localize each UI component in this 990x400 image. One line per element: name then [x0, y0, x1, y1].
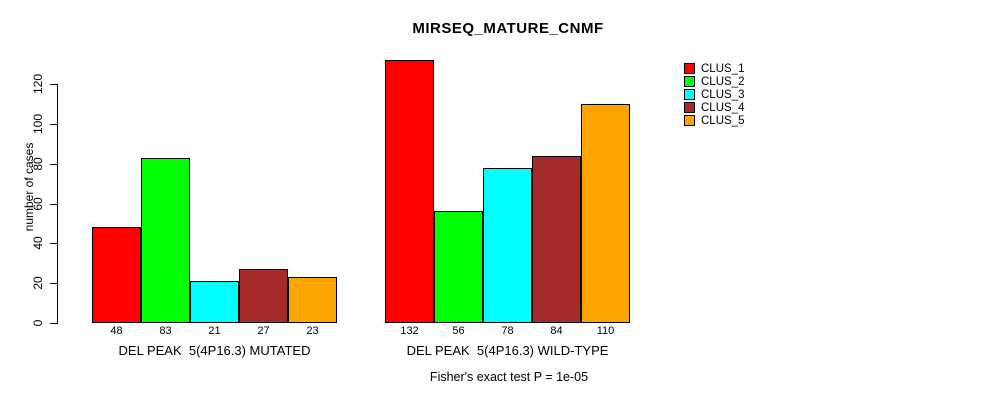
legend-swatch-icon: [684, 76, 695, 87]
y-axis-tick-label: 40: [31, 236, 45, 251]
y-axis-tick: [50, 84, 57, 85]
y-axis-tick: [50, 243, 57, 245]
bar-value-label: 84: [550, 325, 563, 337]
legend-row: CLUS_3: [684, 88, 744, 101]
legend-row: CLUS_1: [684, 62, 744, 75]
y-axis-tick: [50, 163, 57, 165]
legend-label: CLUS_5: [701, 114, 745, 127]
y-axis-tick: [50, 123, 57, 125]
bar: [581, 103, 630, 323]
legend-label: CLUS_3: [701, 88, 745, 101]
legend-swatch-icon: [684, 63, 695, 74]
legend-label: CLUS_1: [701, 62, 745, 75]
bar-value-label: 23: [306, 325, 319, 337]
legend-label: CLUS_4: [701, 101, 745, 114]
legend-label: CLUS_2: [701, 75, 745, 88]
y-axis-tick: [50, 203, 57, 205]
bar: [434, 211, 483, 323]
bar: [288, 277, 337, 323]
caption: Fisher's exact test P = 1e-05: [429, 370, 589, 384]
legend: CLUS_1 CLUS_2 CLUS_3 CLUS_4 CLUS_5: [684, 62, 744, 127]
bar: [239, 269, 288, 323]
legend-swatch-icon: [684, 115, 695, 126]
bar-value-label: 48: [110, 325, 123, 337]
bar-value-label: 27: [257, 325, 270, 337]
y-axis-tick-label: 120: [31, 73, 45, 95]
group-label: DEL PEAK 5(4P16.3) WILD-TYPE: [406, 343, 609, 358]
legend-row: CLUS_5: [684, 114, 744, 127]
bar: [385, 60, 434, 323]
y-axis-tick-label: 80: [31, 156, 45, 171]
y-axis-line: [57, 84, 58, 324]
y-axis-label: number of cases: [22, 142, 36, 232]
legend-swatch-icon: [684, 89, 695, 100]
bar: [92, 227, 141, 323]
bar-value-label: 21: [208, 325, 221, 337]
chart-title: MIRSEQ_MATURE_CNMF: [412, 20, 604, 37]
y-axis-tick-label: 60: [31, 196, 45, 211]
group-label: DEL PEAK 5(4P16.3) MUTATED: [118, 343, 311, 358]
legend-swatch-icon: [684, 102, 695, 113]
y-axis-tick-label: 20: [31, 276, 45, 290]
bar: [190, 281, 239, 323]
y-axis-tick-label: 0: [31, 319, 45, 327]
y-axis-tick: [50, 323, 57, 324]
bar-value-label: 132: [400, 325, 419, 337]
bar-value-label: 56: [452, 325, 465, 337]
y-axis-tick: [50, 283, 57, 285]
bar-value-label: 110: [596, 325, 615, 337]
y-axis-tick-label: 100: [31, 113, 45, 134]
legend-row: CLUS_4: [684, 101, 744, 114]
legend-row: CLUS_2: [684, 75, 744, 88]
bar: [532, 155, 581, 323]
bar: [141, 157, 190, 323]
bar-value-label: 78: [501, 325, 514, 337]
bar-value-label: 83: [159, 325, 172, 337]
bar: [483, 167, 532, 323]
